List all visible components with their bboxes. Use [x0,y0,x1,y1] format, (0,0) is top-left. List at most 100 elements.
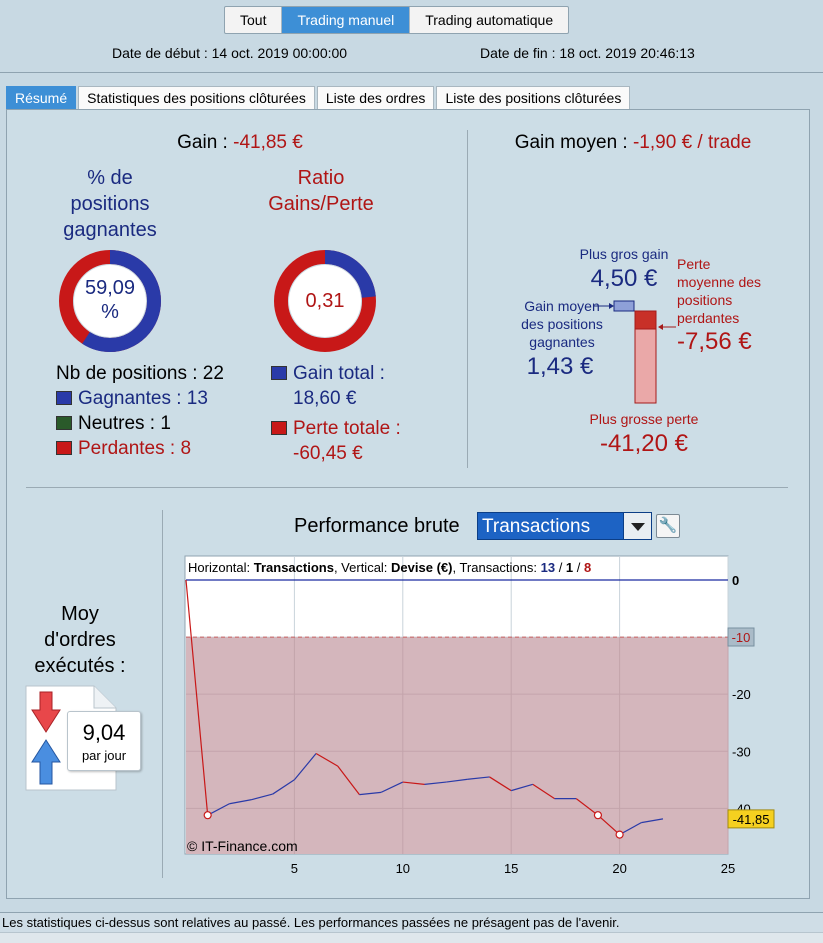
plus-gros-gain-value: 4,50 € [590,265,658,292]
pct-value-unit: % [101,301,119,323]
pct-title-line2: positions [70,193,150,215]
dropdown-arrow-icon[interactable] [623,513,651,539]
gain-moyen-gagnantes-line2: des positions [521,316,603,332]
mode-auto-button[interactable]: Trading automatique [425,12,554,28]
gain-summary: Gain : -41,85 € [100,132,380,154]
tab-bar: Résumé Statistiques des positions clôtur… [6,86,631,109]
orders-title-line1: Moy [61,603,99,625]
arrow-up-icon [31,739,61,785]
series-segment [272,779,295,795]
copyright-label: © IT-Finance.com [187,838,298,854]
ratio-value: 0,31 [305,290,345,312]
extremes-bar-graphic [594,300,676,404]
perte-moyenne-line2: moyenne des [677,274,762,290]
pct-donut-center [74,265,146,337]
positions-gagnantes-label: Gagnantes : 13 [78,388,208,409]
series-segment [597,814,621,836]
series-segment [467,776,490,780]
gain-moyen-summary: Gain moyen : -1,90 € / trade [480,132,786,154]
positions-perdantes: Perdantes : 8 [56,436,224,461]
wrench-settings-icon[interactable]: 🔧 [656,514,680,538]
gain-moyen-arrow-icon [609,303,614,309]
plus-grosse-perte-value: -41,20 € [599,430,689,457]
ratio-donut-gain [274,250,376,352]
pct-title-line1: % de [87,167,133,189]
positions-perdantes-label: Perdantes : 8 [78,438,192,459]
ratio-donut-center [289,265,361,337]
orders-value: 9,04 [82,720,126,745]
pct-title: % de positions gagnantes [40,165,180,243]
header-divider [0,72,823,73]
positions-legend: Nb de positions : 22 Gagnantes : 13 Neut… [56,361,224,461]
orders-title-line2: d'ordres [44,629,116,651]
gain-moyen-gagnantes-line1: Gain moyen [524,298,600,314]
neutral-square-icon [56,416,72,430]
orders-title: Moy d'ordres exécutés : [20,601,140,679]
pct-donut-win [59,250,161,352]
series-segment [402,781,425,785]
perte-totale-label: Perte totale : [293,418,401,439]
gain-moyen-gagnantes-value: 1,43 € [526,353,594,380]
perte-moyenne-arrow-icon [658,324,663,330]
ratio-donut [274,250,376,352]
series-segment [424,781,447,785]
tab-liste-ordres[interactable]: Liste des ordres [316,86,435,109]
mode-tout-button[interactable]: Tout [225,7,283,33]
series-segment [641,818,664,824]
y-tick-label: -30 [732,744,751,759]
gain-total-square-icon [271,366,287,380]
series-segment [250,793,273,801]
tab-resume[interactable]: Résumé [6,86,77,109]
x-tick-label: 5 [291,861,298,876]
totals-legend: Gain total : 18,60 € Perte totale : -60,… [271,361,401,466]
series-segment [575,798,599,816]
mode-manuel-button[interactable]: Trading manuel [282,7,411,33]
perte-totale-square-icon [271,421,287,435]
performance-chart: 5 10 15 20 25 0-20-30-40 Horizontal: Transac… [184,555,775,876]
plus-gros-gain-label: Plus gros gain [579,246,669,262]
bottom-bar [0,932,823,943]
loss-square-icon [56,441,72,455]
positions-total: Nb de positions : 22 [56,363,224,384]
series-segment [185,579,209,816]
gain-value: -41,85 € [233,132,303,153]
series-segment [337,765,360,795]
pct-title-line3: gagnantes [63,219,157,241]
series-segment [293,753,317,781]
gain-total-label: Gain total : [293,363,385,384]
positions-gagnantes: Gagnantes : 13 [56,386,224,411]
performance-select-value: Transactions [482,516,591,537]
ratio-title: Ratio Gains/Perte [262,165,380,217]
perte-moyenne-line3: positions [677,292,733,308]
orders-value-box: 9,04 par jour [67,711,141,771]
series-segment [315,753,339,767]
plus-grosse-perte-label: Plus grosse perte [589,411,699,427]
series-segment [359,791,382,796]
tab-liste-positions[interactable]: Liste des positions clôturées [436,86,631,109]
positions-neutres: Neutres : 1 [56,411,224,436]
series-segment [489,776,512,792]
series-segment [532,783,555,800]
loss-marker [203,811,212,820]
tab-stats-positions[interactable]: Statistiques des positions clôturées [78,86,315,109]
x-tick-label: 25 [721,861,735,876]
positions-neutres-label: Neutres : 1 [78,413,171,434]
avg-loss-tag [727,627,755,647]
x-tick-label: 20 [612,861,626,876]
gain-moyen-value: -1,90 € / trade [632,132,752,153]
start-date: Date de début : 14 oct. 2019 00:00:00 [112,45,348,61]
perte-moyenne-line1: Perte [677,256,711,272]
gain-total: Gain total : [271,361,401,386]
performance-select[interactable]: Transactions [477,512,652,540]
gain-total-value: 18,60 € [293,388,357,409]
win-square-icon [56,391,72,405]
loss-marker [615,830,624,839]
arrow-down-icon [31,691,61,733]
perte-totale-value: -60,45 € [293,443,363,464]
series-segment [229,799,252,805]
ratio-title-line2: Gains/Perte [268,193,374,215]
document-fold [93,686,116,709]
performance-title: Performance brute [294,515,460,537]
pct-value: 59,09 % [58,276,162,324]
x-tick-label: 15 [504,861,518,876]
